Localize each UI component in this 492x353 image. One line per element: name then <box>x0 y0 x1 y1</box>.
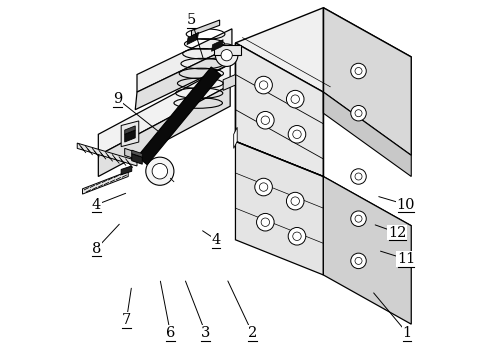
Text: 12: 12 <box>388 226 406 240</box>
Circle shape <box>152 163 168 179</box>
Text: 1: 1 <box>402 326 412 340</box>
Text: 8: 8 <box>92 241 101 256</box>
Polygon shape <box>124 130 135 142</box>
Circle shape <box>286 192 304 210</box>
Polygon shape <box>236 141 411 226</box>
Text: 6: 6 <box>166 326 175 340</box>
Text: 5: 5 <box>187 13 196 27</box>
Circle shape <box>146 157 174 185</box>
Circle shape <box>291 95 300 103</box>
Polygon shape <box>77 143 137 166</box>
Polygon shape <box>215 44 241 55</box>
Text: 3: 3 <box>201 326 210 340</box>
Circle shape <box>351 106 366 121</box>
Circle shape <box>259 183 268 191</box>
Polygon shape <box>124 148 135 159</box>
Circle shape <box>256 214 274 231</box>
Polygon shape <box>223 74 236 90</box>
Polygon shape <box>98 85 230 176</box>
Polygon shape <box>212 40 223 51</box>
Circle shape <box>293 130 301 138</box>
Text: 4: 4 <box>92 198 101 212</box>
Polygon shape <box>323 8 411 155</box>
Circle shape <box>261 218 270 226</box>
Circle shape <box>351 169 366 184</box>
Polygon shape <box>323 176 411 324</box>
Circle shape <box>355 173 362 180</box>
Polygon shape <box>137 67 221 165</box>
Circle shape <box>256 112 274 129</box>
Text: 10: 10 <box>397 198 415 212</box>
Circle shape <box>355 67 362 74</box>
Circle shape <box>288 126 306 143</box>
Circle shape <box>355 215 362 222</box>
Circle shape <box>293 232 301 240</box>
Text: 9: 9 <box>113 92 123 106</box>
Text: 7: 7 <box>122 313 131 327</box>
Circle shape <box>215 44 238 66</box>
Polygon shape <box>191 20 219 36</box>
Circle shape <box>286 90 304 108</box>
Polygon shape <box>234 127 237 148</box>
Polygon shape <box>135 46 232 110</box>
Circle shape <box>261 116 270 125</box>
Circle shape <box>255 76 273 94</box>
Polygon shape <box>121 166 132 175</box>
Text: 4: 4 <box>212 233 221 247</box>
Polygon shape <box>187 32 199 44</box>
Text: 2: 2 <box>247 326 257 340</box>
Polygon shape <box>236 141 323 275</box>
Polygon shape <box>236 8 411 92</box>
Circle shape <box>221 49 232 61</box>
Polygon shape <box>132 150 142 157</box>
Circle shape <box>351 253 366 269</box>
Circle shape <box>291 197 300 205</box>
Circle shape <box>355 257 362 264</box>
Circle shape <box>355 110 362 117</box>
Circle shape <box>351 211 366 226</box>
Polygon shape <box>83 171 128 194</box>
Polygon shape <box>323 92 411 176</box>
Circle shape <box>259 81 268 89</box>
Circle shape <box>255 178 273 196</box>
Polygon shape <box>124 126 135 134</box>
Polygon shape <box>132 154 142 164</box>
Text: 11: 11 <box>397 252 415 266</box>
Polygon shape <box>137 29 232 92</box>
Polygon shape <box>98 64 230 155</box>
Circle shape <box>288 227 306 245</box>
Polygon shape <box>236 43 323 176</box>
Polygon shape <box>121 121 139 146</box>
Circle shape <box>351 63 366 79</box>
